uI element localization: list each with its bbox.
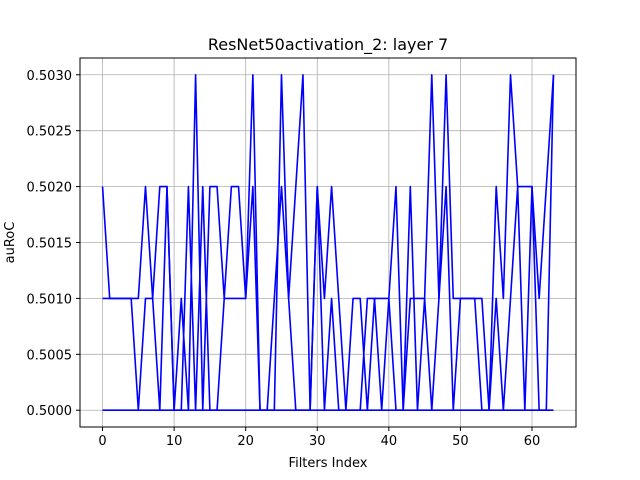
x-tick-label: 0 <box>98 434 106 449</box>
x-tick-label: 10 <box>166 434 183 449</box>
y-tick-label: 0.5020 <box>27 181 73 196</box>
ticks: 0 10 20 30 40 50 60 0.5000 0.5005 0.5010 0.5015 0.5… <box>27 69 541 449</box>
x-tick-label: 60 <box>524 434 541 449</box>
series-line-1 <box>101 73 555 412</box>
y-axis-label: auRoC <box>3 222 18 264</box>
y-tick-label: 0.5030 <box>27 69 73 84</box>
y-tick-label: 0.5015 <box>27 237 73 252</box>
x-tick-label: 30 <box>309 434 326 449</box>
y-tick-label: 0.5010 <box>27 292 73 307</box>
series-layer <box>101 73 555 412</box>
x-tick-label: 20 <box>237 434 254 449</box>
y-tick-label: 0.5000 <box>27 404 73 419</box>
x-tick-label: 50 <box>452 434 469 449</box>
y-tick-label: 0.5025 <box>27 125 73 140</box>
x-axis-label: Filters Index <box>289 456 368 471</box>
x-tick-label: 40 <box>381 434 398 449</box>
y-tick-label: 0.5005 <box>27 348 73 363</box>
chart-title: ResNet50activation_2: layer 7 <box>208 35 448 55</box>
